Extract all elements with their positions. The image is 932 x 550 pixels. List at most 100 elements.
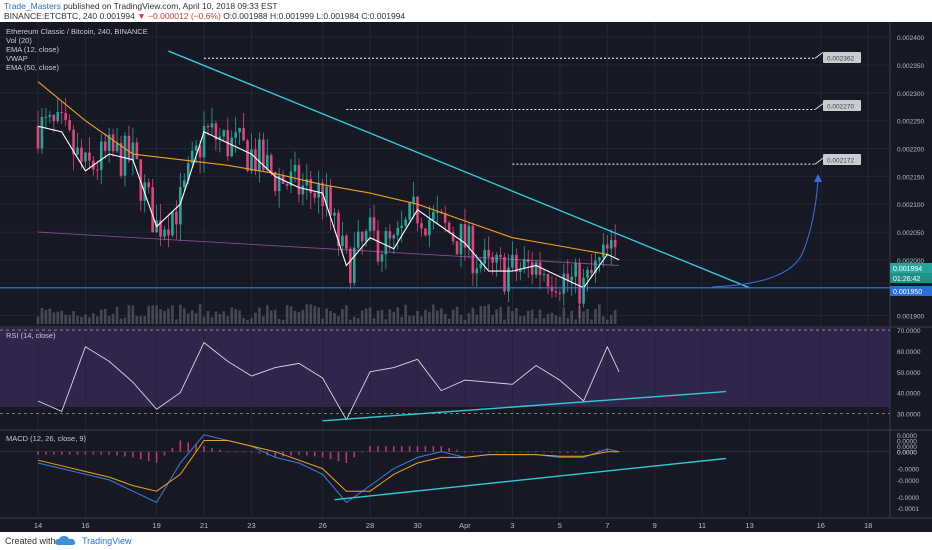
ohlc-values: O:0.001988 H:0.001999 L:0.001984 C:0.001… <box>223 11 406 21</box>
volume-bar <box>368 307 372 324</box>
macd-histogram-bar <box>155 451 158 464</box>
volume-bar <box>333 313 336 324</box>
tradingview-brand[interactable]: TradingView <box>82 536 132 546</box>
volume-bar <box>376 310 380 324</box>
rsi-tick-label: 40.0000 <box>897 391 921 398</box>
candle-body <box>194 145 198 151</box>
candle-body <box>119 142 123 176</box>
candle-body <box>522 259 526 269</box>
macd-histogram-bar <box>329 451 332 460</box>
volume-bar <box>479 305 483 324</box>
volume-bar <box>341 309 344 324</box>
rsi-label: RSI (14, close) <box>6 331 56 340</box>
time-tick-label: 16 <box>81 521 89 530</box>
candle-body <box>84 152 87 162</box>
candle-body <box>471 225 475 274</box>
macd-histogram-bar <box>321 451 324 458</box>
macd-histogram-bar <box>393 446 395 452</box>
volume-bar <box>352 316 356 324</box>
volume-bar <box>345 305 348 324</box>
candle-body <box>412 196 415 203</box>
volume-bar <box>337 316 340 324</box>
candle-body <box>345 235 348 249</box>
candle-body <box>475 268 479 274</box>
macd-histogram-bar <box>456 449 458 452</box>
chart-area[interactable]: 14 16 19 21 23 26 28 30 Apr 3 5 7 9 11 13 16 18 0.002400 0… <box>0 22 932 532</box>
time-tick-label: 3 <box>510 521 514 530</box>
macd-histogram-bar <box>472 451 474 453</box>
volume-bar <box>127 305 131 324</box>
volume-bar <box>558 316 562 324</box>
macd-histogram-bar <box>519 451 522 453</box>
volume-bar <box>471 307 475 324</box>
volume-bar <box>171 305 174 324</box>
volume-bar <box>115 306 119 324</box>
candle-body <box>115 142 119 152</box>
volume-bar <box>598 304 601 324</box>
macd-histogram-bar <box>234 451 237 453</box>
volume-bar <box>396 307 400 324</box>
volume-bar <box>234 309 237 324</box>
candle-body <box>356 231 360 248</box>
macd-histogram-bar <box>337 451 340 462</box>
candle-body <box>111 134 115 152</box>
volume-bar <box>289 306 293 324</box>
macd-pane <box>0 434 890 504</box>
candle-body <box>554 291 558 293</box>
volume-bar <box>159 309 162 324</box>
volume-bar <box>198 304 202 324</box>
candle-body <box>594 260 597 274</box>
volume-bar <box>400 316 404 324</box>
volume-bar <box>384 319 388 324</box>
candle-body <box>333 212 336 216</box>
volume-bar <box>60 310 64 324</box>
legend-vol: Vol (20) <box>6 36 32 45</box>
support-price-tag <box>890 286 932 296</box>
volume-bar <box>526 310 530 324</box>
macd-histogram-bar <box>226 451 229 453</box>
volume-bar <box>167 308 170 324</box>
candle-body <box>40 116 44 149</box>
support-price-tag-text: 0.001950 <box>893 289 922 296</box>
volume-bar <box>451 309 455 324</box>
candle-body <box>384 231 388 255</box>
last-price-tag <box>890 263 932 273</box>
volume-bar <box>582 311 585 324</box>
volume-bar <box>534 318 538 324</box>
volume-bar <box>64 314 67 324</box>
candle-body <box>159 220 162 237</box>
candle-body <box>491 256 494 263</box>
volume-bar <box>550 312 554 324</box>
candle-body <box>262 139 265 170</box>
author-link[interactable]: Trade_Masters <box>4 1 61 11</box>
candle-body <box>586 269 589 278</box>
chart-svg[interactable]: 14 16 19 21 23 26 28 30 Apr 3 5 7 9 11 13 16 18 0.002400 0… <box>0 22 932 532</box>
macd-histogram-bar <box>598 450 601 452</box>
target-label-2 <box>823 100 861 111</box>
volume-bar <box>139 316 143 324</box>
volume-bar <box>123 317 127 324</box>
candle-body <box>483 249 487 264</box>
legend-ema50: EMA (50, close) <box>6 63 59 72</box>
price-change: ▼ −0.000012 (−0.6%) <box>137 11 221 21</box>
candle-body <box>99 141 103 170</box>
candle-body <box>218 136 222 140</box>
volume-bar <box>408 315 411 324</box>
price-tick-label: 0.002200 <box>897 147 924 154</box>
candle-body <box>542 274 546 276</box>
countdown-tag <box>890 273 932 283</box>
volume-bar <box>507 306 510 324</box>
candle-body <box>206 125 210 128</box>
candle-body <box>48 114 52 117</box>
macd-histogram-bar <box>495 451 498 453</box>
volume-bar <box>325 308 328 324</box>
candle-body <box>151 187 154 233</box>
volume-bar <box>542 317 546 324</box>
volume-bar <box>56 311 60 324</box>
macd-histogram-bar <box>440 446 443 452</box>
rsi-tick-label: 50.0000 <box>897 370 921 377</box>
candle-body <box>455 241 459 255</box>
candle-body <box>613 240 617 248</box>
candle-body <box>131 142 135 161</box>
volume-bar <box>273 309 277 324</box>
